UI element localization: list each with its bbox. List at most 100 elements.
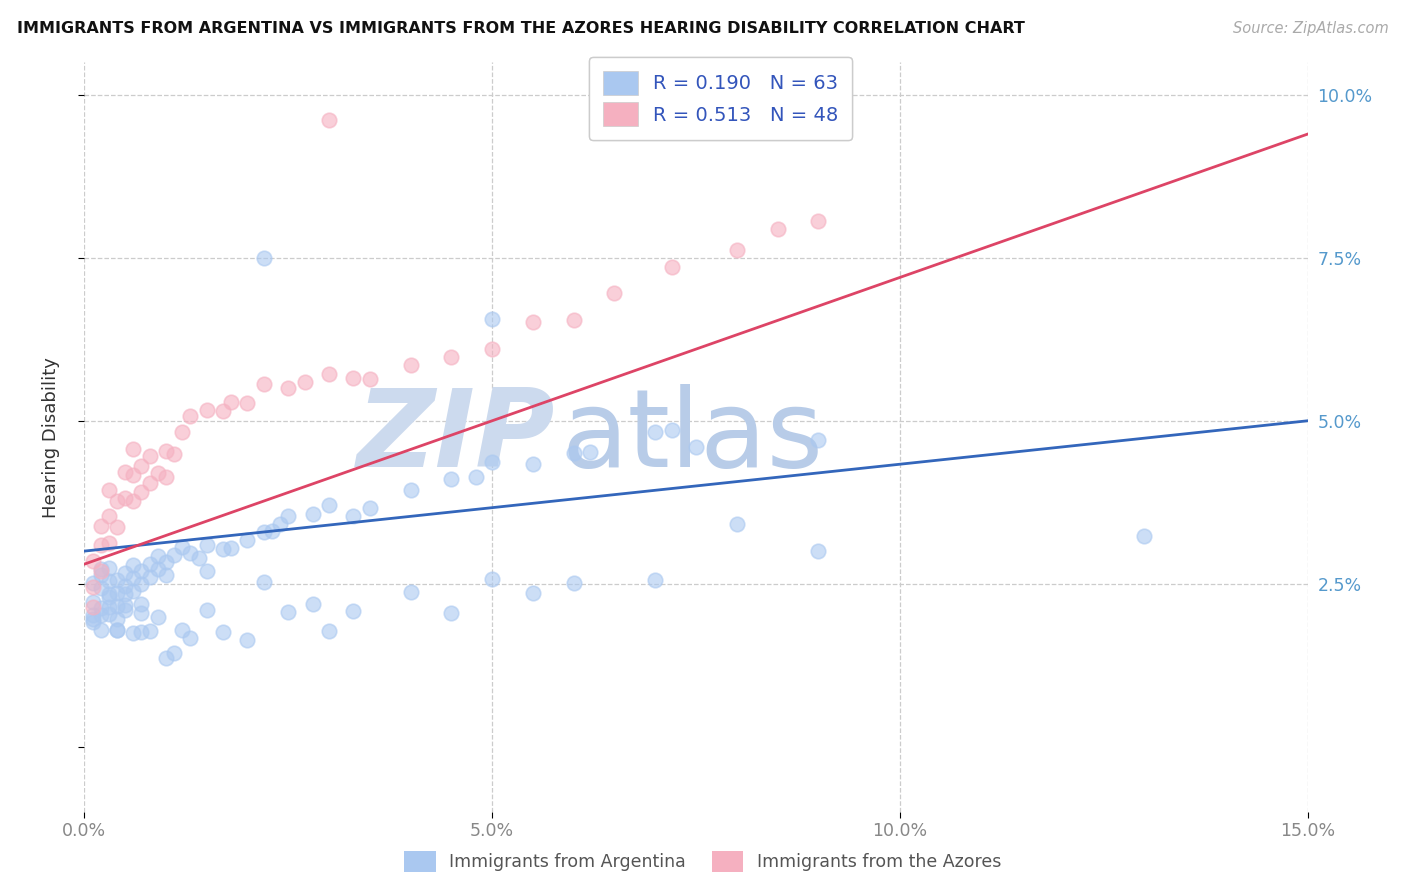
Point bbox=[163, 647, 186, 661]
Point bbox=[82, 608, 104, 623]
Point bbox=[236, 632, 259, 647]
Point bbox=[399, 483, 422, 498]
Point bbox=[172, 540, 194, 554]
Point bbox=[97, 509, 120, 524]
Point bbox=[114, 579, 136, 593]
Point bbox=[97, 600, 120, 615]
Point bbox=[122, 584, 145, 599]
Point bbox=[603, 286, 626, 301]
Point bbox=[90, 582, 112, 596]
Point bbox=[277, 605, 299, 619]
Point bbox=[146, 466, 169, 480]
Point bbox=[138, 624, 160, 639]
Point bbox=[766, 222, 789, 236]
Point bbox=[138, 475, 160, 490]
Point bbox=[131, 577, 153, 591]
Point bbox=[481, 342, 503, 356]
Point bbox=[82, 554, 104, 568]
Point bbox=[253, 574, 276, 589]
Point bbox=[212, 625, 235, 640]
Point bbox=[970, 46, 993, 61]
Point bbox=[219, 394, 242, 409]
Point bbox=[522, 586, 544, 600]
Point bbox=[122, 558, 145, 573]
Point bbox=[82, 615, 104, 629]
Point bbox=[90, 601, 112, 615]
Point bbox=[399, 358, 422, 372]
Point bbox=[114, 603, 136, 617]
Point bbox=[90, 607, 112, 622]
Point bbox=[131, 625, 153, 640]
Point bbox=[155, 443, 177, 458]
Point bbox=[114, 465, 136, 479]
Point bbox=[440, 472, 463, 486]
Point bbox=[131, 485, 153, 500]
Point bbox=[269, 516, 291, 531]
Point bbox=[253, 252, 276, 266]
Point bbox=[97, 483, 120, 498]
Text: Source: ZipAtlas.com: Source: ZipAtlas.com bbox=[1233, 21, 1389, 37]
Point bbox=[82, 612, 104, 626]
Point bbox=[318, 367, 340, 381]
Point bbox=[105, 612, 128, 626]
Point bbox=[562, 575, 585, 590]
Point bbox=[179, 631, 201, 645]
Point bbox=[90, 565, 112, 579]
Point bbox=[187, 551, 209, 566]
Point bbox=[155, 651, 177, 665]
Point bbox=[301, 507, 323, 521]
Point bbox=[236, 395, 259, 409]
Point bbox=[807, 434, 830, 448]
Point bbox=[138, 557, 160, 571]
Point bbox=[131, 597, 153, 611]
Point bbox=[318, 624, 340, 638]
Point bbox=[122, 494, 145, 508]
Point bbox=[97, 574, 120, 588]
Point bbox=[359, 372, 381, 386]
Point bbox=[131, 564, 153, 578]
Point bbox=[522, 315, 544, 329]
Legend: R = 0.190   N = 63, R = 0.513   N = 48: R = 0.190 N = 63, R = 0.513 N = 48 bbox=[589, 57, 852, 140]
Point bbox=[212, 404, 235, 418]
Point bbox=[807, 544, 830, 558]
Point bbox=[562, 313, 585, 327]
Point bbox=[146, 562, 169, 576]
Point bbox=[172, 623, 194, 637]
Point bbox=[195, 538, 218, 552]
Point bbox=[807, 214, 830, 228]
Point bbox=[105, 624, 128, 638]
Point bbox=[82, 580, 104, 594]
Point bbox=[212, 542, 235, 557]
Point bbox=[318, 112, 340, 127]
Point bbox=[644, 425, 666, 439]
Point bbox=[195, 403, 218, 417]
Point bbox=[105, 586, 128, 600]
Point bbox=[97, 587, 120, 601]
Point bbox=[359, 500, 381, 515]
Point bbox=[195, 603, 218, 617]
Point bbox=[114, 491, 136, 505]
Point bbox=[105, 599, 128, 614]
Point bbox=[277, 381, 299, 395]
Point bbox=[522, 457, 544, 471]
Point bbox=[122, 442, 145, 457]
Point bbox=[114, 566, 136, 580]
Point bbox=[440, 606, 463, 620]
Point bbox=[685, 440, 707, 454]
Point bbox=[1133, 529, 1156, 543]
Legend: Immigrants from Argentina, Immigrants from the Azores: Immigrants from Argentina, Immigrants fr… bbox=[398, 844, 1008, 879]
Point bbox=[253, 376, 276, 391]
Point bbox=[114, 587, 136, 601]
Point bbox=[481, 311, 503, 326]
Point bbox=[219, 541, 242, 556]
Y-axis label: Hearing Disability: Hearing Disability bbox=[42, 357, 60, 517]
Point bbox=[464, 470, 486, 484]
Point bbox=[163, 447, 186, 461]
Point bbox=[342, 371, 364, 385]
Point bbox=[90, 538, 112, 552]
Point bbox=[294, 376, 316, 390]
Point bbox=[105, 624, 128, 638]
Point bbox=[318, 499, 340, 513]
Point bbox=[260, 524, 283, 538]
Point bbox=[179, 546, 201, 560]
